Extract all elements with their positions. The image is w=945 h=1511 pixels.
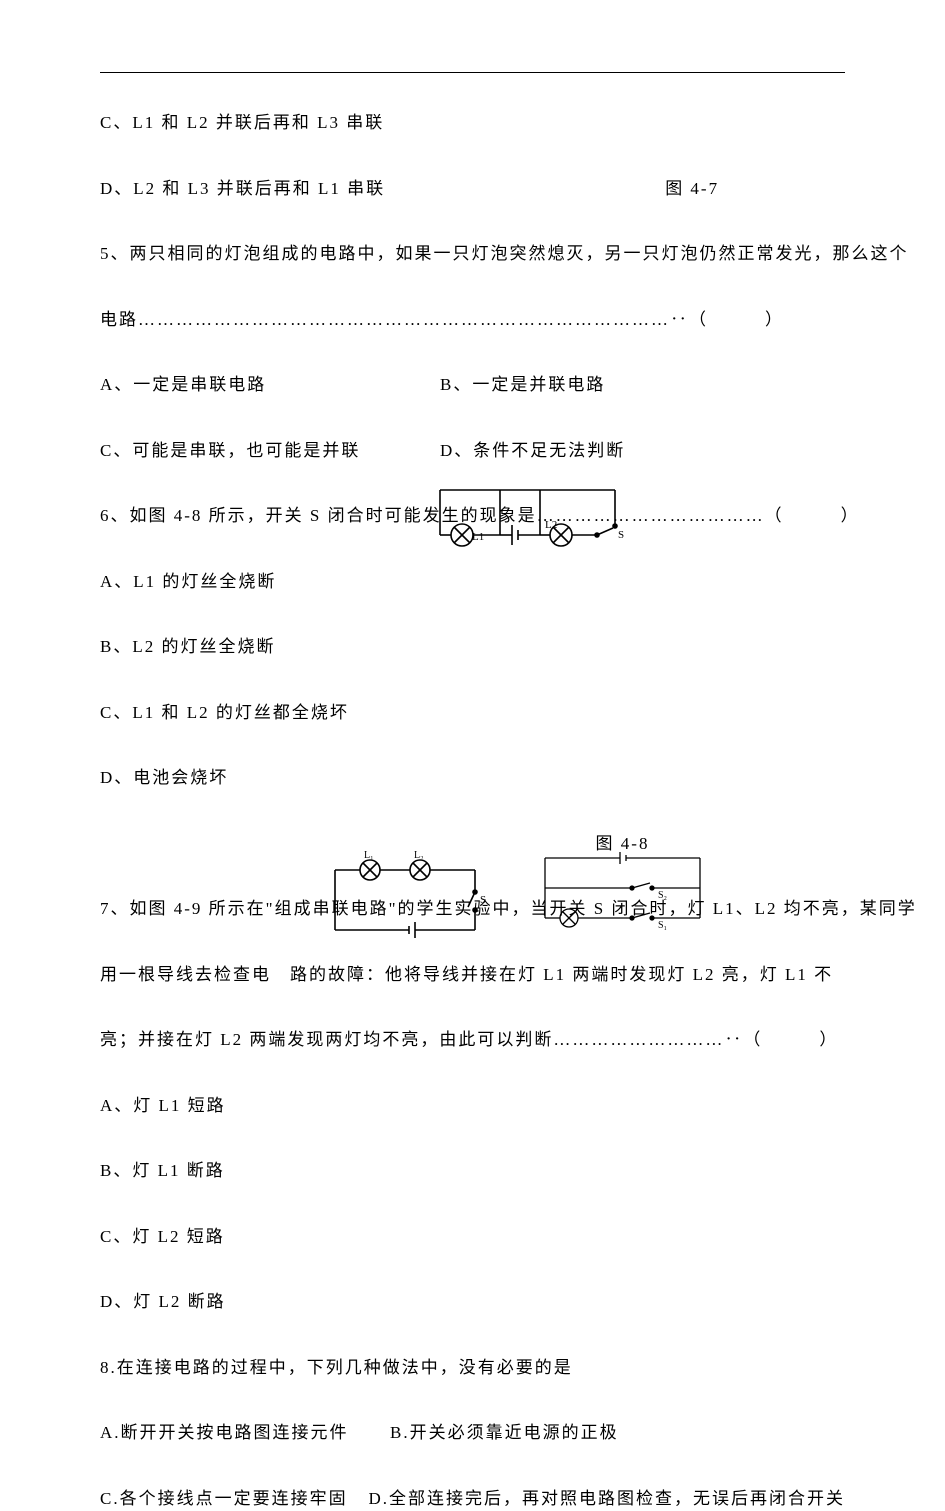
q5-option-a: A、一定是串联电路	[100, 372, 440, 398]
document-body: C、L1 和 L2 并联后再和 L3 串联 D、L2 和 L3 并联后再和 L1…	[100, 110, 845, 1511]
prev-option-c: C、L1 和 L2 并联后再和 L3 串联	[100, 110, 845, 136]
q7-option-b: B、灯 L1 断路	[100, 1158, 845, 1184]
prev-option-d: D、L2 和 L3 并联后再和 L1 串联	[100, 176, 385, 202]
q5-options-row1: A、一定是串联电路 B、一定是并联电路	[100, 372, 845, 398]
svg-text:L₁: L₁	[364, 850, 374, 861]
q7-option-a: A、灯 L1 短路	[100, 1093, 845, 1119]
svg-text:L₂: L₂	[414, 850, 424, 861]
q8-options-row1: A.断开开关按电路图连接元件 B.开关必须靠近电源的正极	[100, 1420, 845, 1446]
q6-option-b: B、L2 的灯丝全烧断	[100, 634, 845, 660]
svg-text:S₁: S₁	[658, 920, 667, 931]
svg-text:S₂: S₂	[658, 890, 667, 901]
q8-option-d: D.全部连接完后，再对照电路图检查，无误后再闭合开关	[368, 1486, 845, 1511]
q8-stem: 8.在连接电路的过程中，下列几种做法中，没有必要的是	[100, 1355, 845, 1381]
svg-text:S: S	[618, 529, 624, 541]
q8-option-b: B.开关必须靠近电源的正极	[390, 1420, 619, 1446]
circuit-fig-4-9-left: L₁ L₂ S	[320, 845, 500, 945]
svg-text:L2: L2	[545, 519, 557, 531]
figure-4-7-label: 图 4-7	[665, 176, 719, 202]
q5-options-row2: C、可能是串联，也可能是并联 D、条件不足无法判断	[100, 438, 845, 464]
page-top-rule	[100, 72, 845, 73]
q7-option-c: C、灯 L2 短路	[100, 1224, 845, 1250]
q6-option-a: A、L1 的灯丝全烧断	[100, 569, 845, 595]
q7-stem-line3: 亮；并接在灯 L2 两端发现两灯均不亮，由此可以判断………………………‥（ ）	[100, 1027, 845, 1053]
q8-options-row2: C.各个接线点一定要连接牢固 D.全部连接完后，再对照电路图检查，无误后再闭合开…	[100, 1486, 845, 1511]
q5-stem-line1: 5、两只相同的灯泡组成的电路中，如果一只灯泡突然熄灭，另一只灯泡仍然正常发光，那…	[100, 241, 845, 267]
circuit-fig-4-9-right: S₂ S₁	[530, 843, 720, 938]
q7-option-d: D、灯 L2 断路	[100, 1289, 845, 1315]
svg-text:L1: L1	[472, 531, 484, 543]
circuit-fig-4-8: L1 L2 S	[430, 480, 630, 570]
q8-option-a: A.断开开关按电路图连接元件	[100, 1420, 390, 1446]
q6-option-c: C、L1 和 L2 的灯丝都全烧坏	[100, 700, 845, 726]
q7-stem-line2: 用一根导线去检查电 路的故障：他将导线并接在灯 L1 两端时发现灯 L2 亮，灯…	[100, 962, 845, 988]
q5-option-b: B、一定是并联电路	[440, 372, 605, 398]
svg-text:S: S	[480, 894, 486, 906]
q5-option-c: C、可能是串联，也可能是并联	[100, 438, 440, 464]
q5-stem-line2: 电路…………………………………………………………………………‥（ ）	[100, 307, 845, 333]
q6-option-d: D、电池会烧坏	[100, 765, 845, 791]
q8-option-c: C.各个接线点一定要连接牢固	[100, 1486, 368, 1511]
prev-option-d-row: D、L2 和 L3 并联后再和 L1 串联 图 4-7	[100, 176, 845, 202]
q5-option-d: D、条件不足无法判断	[440, 438, 625, 464]
